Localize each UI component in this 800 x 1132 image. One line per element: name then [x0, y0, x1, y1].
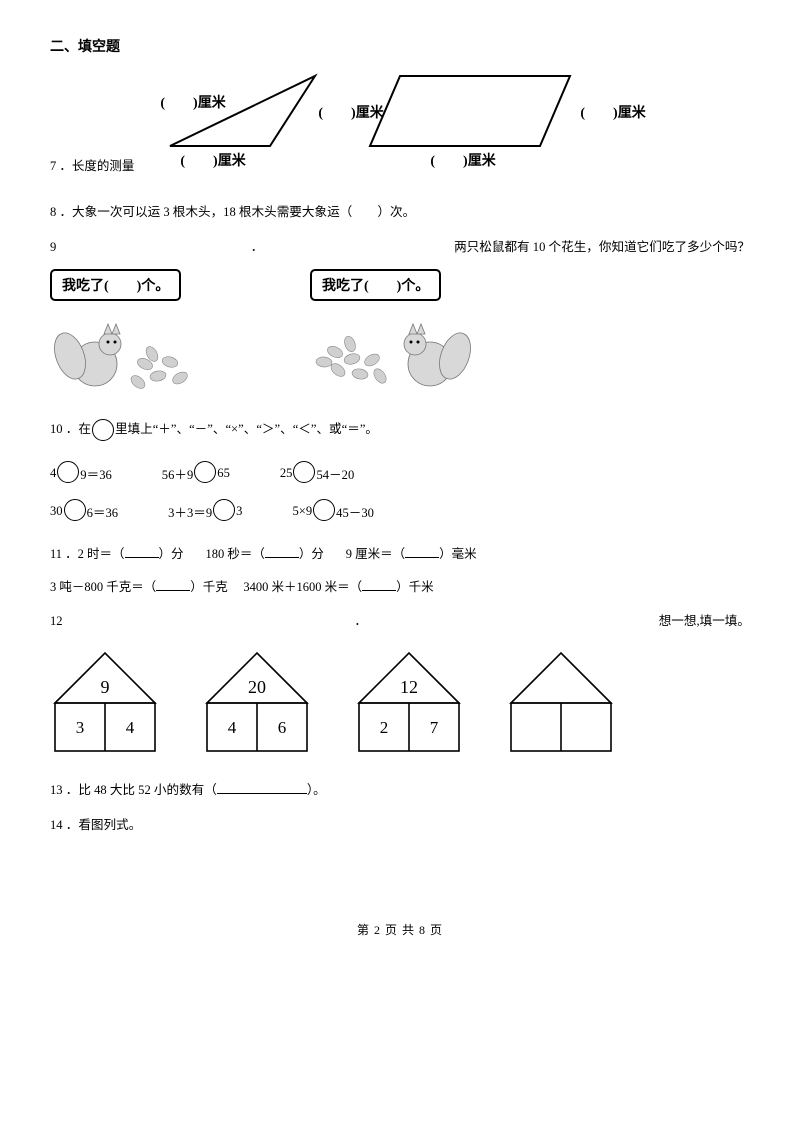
blank [217, 780, 307, 794]
q12-text: 想一想,填一填。 [659, 605, 750, 638]
circle-icon [92, 419, 114, 441]
svg-text:7: 7 [430, 718, 439, 737]
svg-text:4: 4 [228, 718, 237, 737]
squirrel-art-right [310, 304, 510, 399]
circle-icon [57, 461, 79, 483]
q9-text: 两只松鼠都有 10 个花生，你知道它们吃了多少个吗？ [454, 231, 750, 264]
svg-text:3: 3 [76, 718, 85, 737]
q7-prefix: 7 ．长度的测量 [50, 155, 134, 176]
question-11-line1: 11 ．2 时＝（）分 180 秒＝（）分 9 厘米＝（）毫米 [50, 538, 750, 571]
question-12: 12 ． 想一想,填一填。 [50, 605, 750, 638]
house-4 [506, 648, 616, 756]
q10-row2: 306＝36 3＋3＝93 5×945－30 [50, 500, 750, 522]
squirrel-left: 我吃了( )个。 [50, 269, 250, 399]
house-2: 2046 [202, 648, 312, 756]
question-8: 8 ．大象一次可以运 3 根木头，18 根木头需要大象运（ ）次。 [50, 196, 750, 229]
q10-r2-1: 306＝36 [50, 500, 118, 522]
question-13: 13 ．比 48 大比 52 小的数有（）。 [50, 774, 750, 807]
circle-icon [64, 499, 86, 521]
blank [265, 544, 299, 558]
squirrel-row: 我吃了( )个。 [50, 269, 750, 399]
bubble-right: 我吃了( )个。 [310, 269, 441, 301]
q7-label-para-bottom: ( )厘米 [430, 150, 495, 170]
svg-text:20: 20 [248, 677, 266, 697]
q7-label-para-right: ( )厘米 [580, 102, 645, 122]
question-14: 14 ．看图列式。 [50, 809, 750, 842]
parallelogram-shape [370, 76, 570, 146]
squirrel-right: 我吃了( )个。 [310, 269, 510, 399]
q7-label-tri-left: ( )厘米 [160, 92, 225, 112]
house-3: 12 2 7 [354, 648, 464, 756]
q7-label-middle: ( )厘米 [318, 102, 383, 122]
q7-label-tri-bottom: ( )厘米 [180, 150, 245, 170]
section-title: 二、填空题 [50, 36, 750, 56]
circle-icon [194, 461, 216, 483]
page-footer: 第 2 页 共 8 页 [50, 921, 750, 938]
question-11-line2: 3 吨－800 千克＝（）千克 3400 米＋1600 米＝（）千米 [50, 571, 750, 604]
q12-dot: ． [354, 605, 367, 638]
q10-intro: 10 ．在 [50, 422, 91, 436]
blank [125, 544, 159, 558]
question-9: 9 ． 两只松鼠都有 10 个花生，你知道它们吃了多少个吗？ [50, 231, 750, 264]
q10-row1: 49＝36 56＋965 2554－20 [50, 462, 750, 484]
q7-shapes: ( )厘米 ( )厘米 ( )厘米 ( )厘米 ( )厘米 [140, 66, 750, 176]
blank [405, 544, 439, 558]
q10-r1-1: 49＝36 [50, 462, 112, 484]
svg-text:12: 12 [400, 677, 418, 697]
question-7: 7 ．长度的测量 ( )厘米 ( )厘米 ( )厘米 ( )厘米 ( )厘米 [50, 66, 750, 176]
svg-text:9: 9 [101, 677, 110, 697]
blank [156, 577, 190, 591]
q10-r1-2: 56＋965 [162, 462, 230, 484]
houses-row: 93420461227 [50, 648, 750, 756]
squirrel-art-left [50, 304, 250, 399]
circle-icon [213, 499, 235, 521]
q10-r2-3: 5×945－30 [292, 500, 373, 522]
svg-text:6: 6 [278, 718, 287, 737]
circle-icon [293, 461, 315, 483]
q10-r2-2: 3＋3＝93 [168, 500, 242, 522]
house-1: 9 3 4 [50, 648, 160, 756]
blank [362, 577, 396, 591]
bubble-left: 我吃了( )个。 [50, 269, 181, 301]
q12-num: 12 [50, 605, 63, 638]
q10-intro-after: 里填上“＋”、“－”、“×”、“＞”、“＜”、或“＝”。 [115, 422, 378, 436]
q9-dot: ． [251, 231, 264, 264]
svg-text:4: 4 [126, 718, 135, 737]
svg-text:2: 2 [380, 718, 389, 737]
question-10-intro: 10 ．在 里填上“＋”、“－”、“×”、“＞”、“＜”、或“＝”。 [50, 413, 750, 446]
q9-num: 9 [50, 231, 60, 264]
q10-r1-3: 2554－20 [280, 462, 354, 484]
circle-icon [313, 499, 335, 521]
